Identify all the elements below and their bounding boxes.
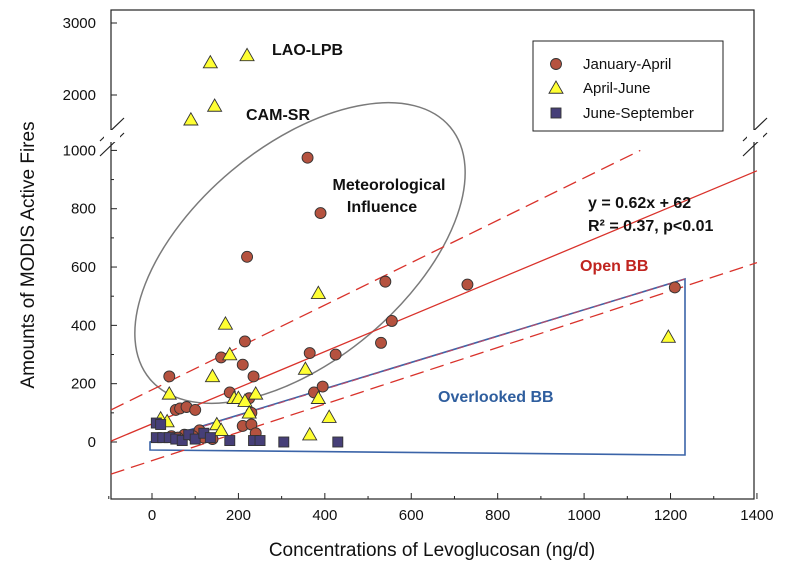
point-january-april bbox=[668, 281, 681, 294]
point-january-april bbox=[301, 151, 314, 164]
meteorological-ellipse bbox=[134, 101, 466, 405]
point-june-september bbox=[254, 435, 266, 446]
x-tick-label: 1000 bbox=[567, 507, 600, 524]
upper-confidence-line bbox=[110, 149, 641, 411]
point-june-september bbox=[176, 435, 188, 446]
y-tick-label: 3000 bbox=[63, 15, 96, 32]
point-april-june bbox=[239, 47, 255, 62]
point-april-june bbox=[222, 346, 238, 361]
point-january-april bbox=[303, 347, 316, 360]
y-tick-label: 1000 bbox=[63, 142, 96, 159]
point-june-september bbox=[332, 436, 344, 448]
y-tick-label: 2000 bbox=[63, 87, 96, 104]
point-january-april bbox=[329, 348, 342, 361]
regression-equation: y = 0.62x + 62 bbox=[588, 195, 691, 212]
axis-break-right bbox=[742, 117, 768, 157]
point-january-april bbox=[461, 278, 474, 291]
point-january-april bbox=[385, 315, 398, 327]
annotation-open-bb: Open BB bbox=[580, 258, 648, 275]
point-january-april bbox=[241, 250, 254, 263]
point-april-june bbox=[310, 285, 327, 299]
point-april-june bbox=[310, 390, 327, 404]
annotation-overlooked-bb: Overlooked BB bbox=[438, 389, 554, 406]
annotation-influence: Influence bbox=[347, 199, 417, 216]
point-april-june bbox=[183, 111, 199, 126]
point-april-june bbox=[321, 409, 337, 423]
point-january-april bbox=[314, 207, 327, 220]
point-april-june bbox=[660, 329, 677, 343]
overlooked-region-layer bbox=[149, 277, 686, 456]
legend-label-june-september: June-September bbox=[583, 105, 694, 122]
x-tick-label: 1200 bbox=[654, 507, 687, 524]
point-april-june bbox=[206, 98, 223, 112]
point-june-september bbox=[278, 436, 290, 448]
axis-ticks: 0 200 400 600 800 1000 1200 1400 0 200 400 600 800 10… bbox=[63, 15, 774, 524]
point-june-september bbox=[189, 433, 201, 445]
y-tick-label: 600 bbox=[71, 259, 96, 276]
point-january-april bbox=[189, 403, 202, 416]
y-tick-label: 0 bbox=[88, 434, 96, 451]
regression-lines bbox=[110, 149, 758, 475]
annotation-meteorological: Meteorological bbox=[333, 177, 446, 194]
point-june-september bbox=[224, 435, 236, 446]
point-april-june bbox=[213, 422, 229, 437]
plot-frame bbox=[110, 9, 755, 500]
annotation-cam-sr: CAM-SR bbox=[246, 107, 310, 124]
x-tick-label: 200 bbox=[226, 507, 251, 524]
point-january-april bbox=[238, 335, 251, 348]
point-april-june bbox=[247, 385, 264, 400]
point-april-june bbox=[297, 361, 314, 375]
point-april-june bbox=[202, 54, 219, 69]
point-june-september bbox=[204, 432, 216, 444]
legend-marker-january-april bbox=[550, 58, 562, 70]
point-april-june bbox=[241, 404, 257, 419]
x-tick-label: 0 bbox=[148, 507, 156, 524]
legend-marker-april-june bbox=[548, 80, 564, 94]
point-april-june bbox=[204, 368, 221, 383]
legend-box bbox=[532, 40, 724, 132]
point-april-june bbox=[301, 426, 318, 441]
y-tick-label: 400 bbox=[71, 317, 96, 334]
x-tick-label: 600 bbox=[399, 507, 424, 524]
point-january-april bbox=[379, 275, 392, 288]
point-april-june bbox=[161, 385, 178, 400]
x-tick-label: 800 bbox=[485, 507, 510, 524]
point-june-september bbox=[155, 419, 167, 430]
legend-label-april-june: April-June bbox=[583, 80, 651, 97]
point-january-april bbox=[316, 380, 329, 393]
meteorological-ellipse-layer bbox=[134, 101, 466, 405]
legend: January-April April-June June-September bbox=[532, 40, 724, 132]
annotation-lao-lpb: LAO-LPB bbox=[272, 42, 343, 59]
point-january-april bbox=[163, 370, 176, 383]
lower-confidence-line bbox=[110, 262, 758, 475]
point-january-april bbox=[375, 336, 387, 349]
point-april-june bbox=[217, 315, 234, 330]
regression-r-squared: R² = 0.37, p<0.01 bbox=[588, 218, 714, 235]
point-january-april bbox=[247, 370, 260, 383]
point-april-june bbox=[237, 393, 253, 407]
lower-boundary-dash bbox=[151, 278, 686, 443]
legend-label-january-april: January-April bbox=[583, 56, 671, 73]
x-axis-title: Concentrations of Levoglucosan (ng/d) bbox=[269, 540, 595, 561]
x-tick-label: 1400 bbox=[740, 507, 773, 524]
x-tick-label: 400 bbox=[312, 507, 337, 524]
data-points bbox=[150, 47, 681, 448]
point-january-april bbox=[236, 358, 249, 371]
y-axis-title: Amounts of MODIS Active Fires bbox=[18, 121, 39, 388]
y-tick-label: 800 bbox=[71, 201, 96, 218]
overlooked-bb-region bbox=[149, 277, 686, 456]
axis-break-left bbox=[99, 117, 125, 157]
legend-marker-june-september bbox=[550, 107, 562, 119]
regression-line bbox=[110, 170, 758, 442]
y-tick-label: 200 bbox=[71, 376, 96, 393]
